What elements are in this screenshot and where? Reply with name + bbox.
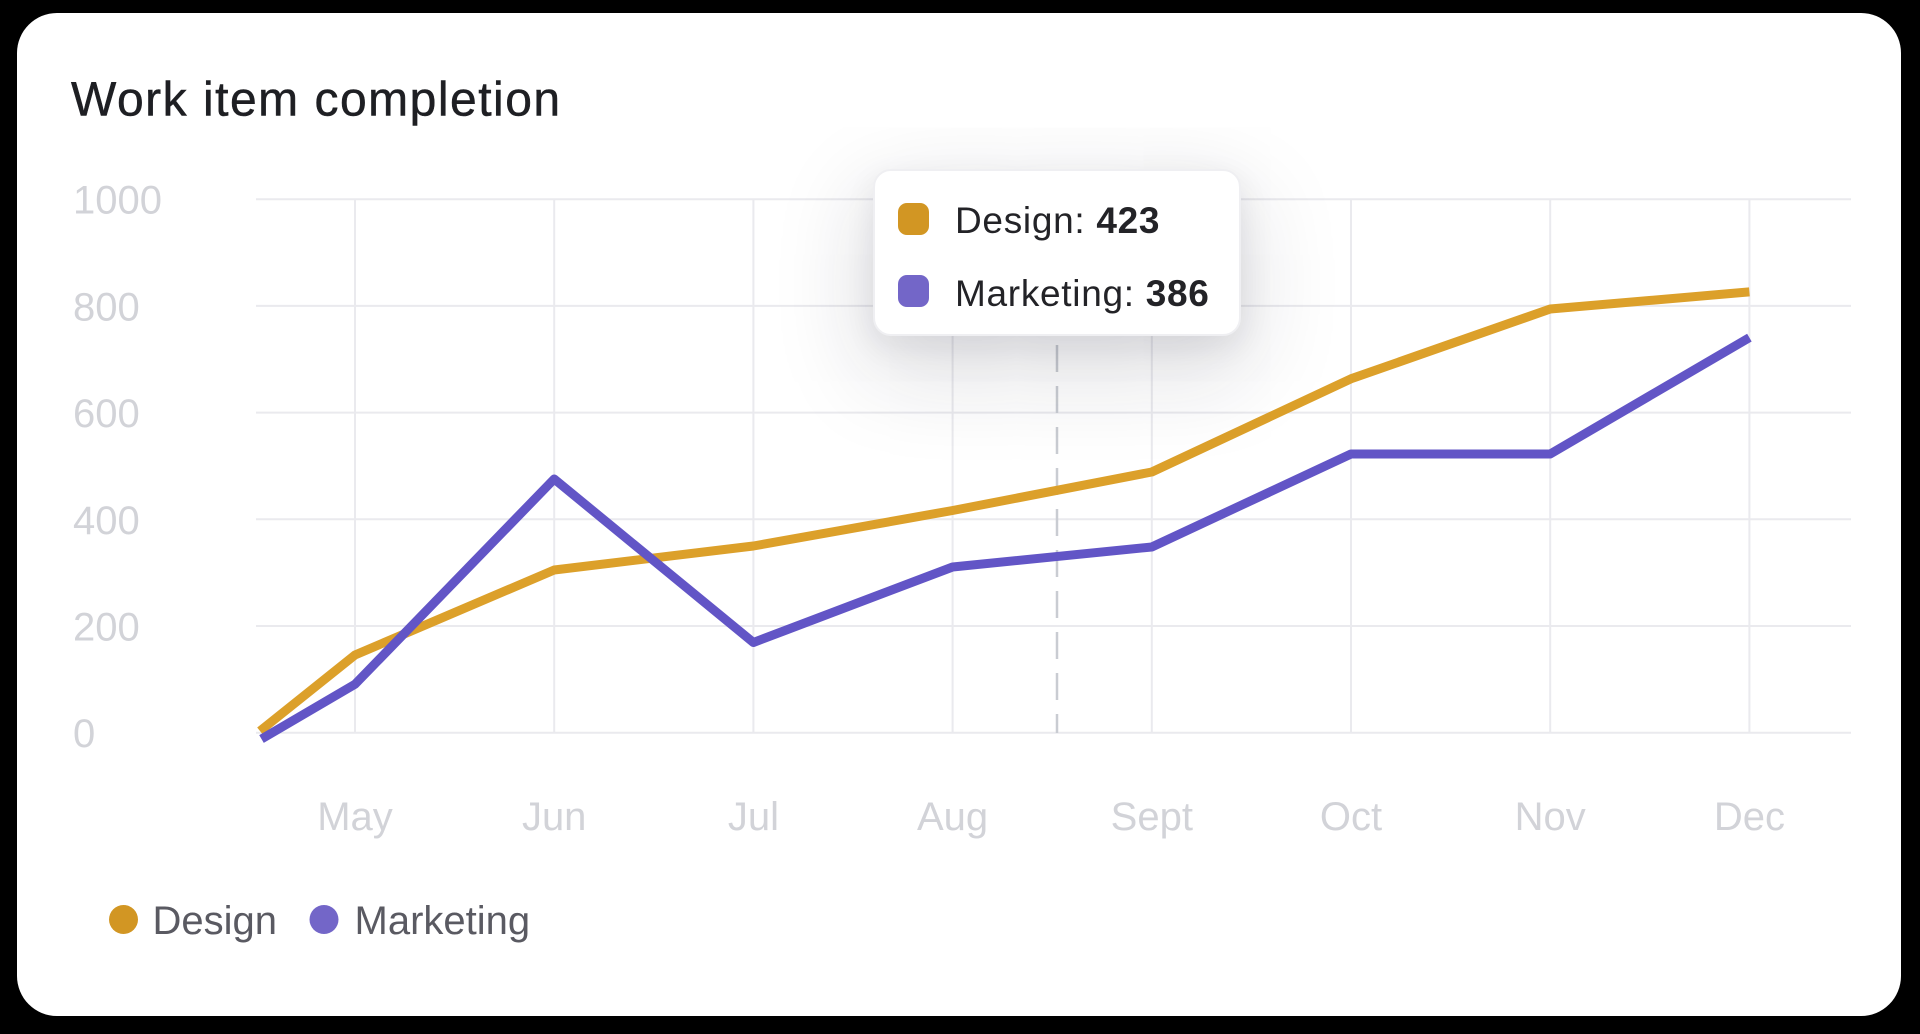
- svg-text:Work item completion: Work item completion: [71, 73, 562, 126]
- svg-text:Aug: Aug: [917, 795, 988, 839]
- svg-text:1000: 1000: [73, 179, 162, 223]
- svg-text:Dec: Dec: [1714, 795, 1785, 839]
- svg-text:0: 0: [73, 712, 95, 756]
- svg-text:800: 800: [73, 285, 140, 329]
- svg-text:May: May: [317, 795, 393, 839]
- svg-text:Sept: Sept: [1111, 795, 1193, 839]
- svg-text:Marketing: Marketing: [355, 899, 531, 943]
- svg-text:Oct: Oct: [1320, 795, 1382, 839]
- svg-text:600: 600: [73, 392, 140, 436]
- svg-text:400: 400: [73, 499, 140, 543]
- svg-text:Nov: Nov: [1515, 795, 1586, 839]
- svg-text:Jun: Jun: [522, 795, 587, 839]
- svg-text:200: 200: [73, 606, 140, 650]
- svg-text:Design: Design: [153, 899, 278, 943]
- svg-text:Jul: Jul: [728, 795, 779, 839]
